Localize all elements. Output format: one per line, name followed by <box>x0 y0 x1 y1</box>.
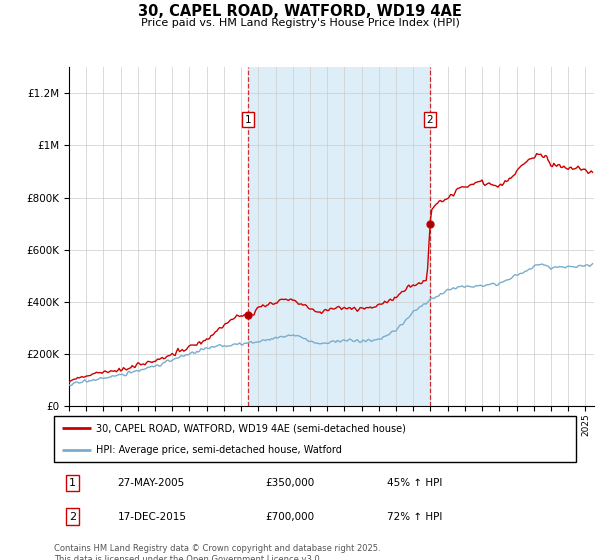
Text: 2: 2 <box>69 512 76 521</box>
FancyBboxPatch shape <box>54 416 576 462</box>
Text: 2: 2 <box>427 115 433 125</box>
Text: 27-MAY-2005: 27-MAY-2005 <box>118 478 185 488</box>
Text: Price paid vs. HM Land Registry's House Price Index (HPI): Price paid vs. HM Land Registry's House … <box>140 18 460 28</box>
Bar <box>248 67 430 406</box>
Text: 30, CAPEL ROAD, WATFORD, WD19 4AE: 30, CAPEL ROAD, WATFORD, WD19 4AE <box>138 4 462 20</box>
Text: 1: 1 <box>245 115 251 125</box>
Text: 45% ↑ HPI: 45% ↑ HPI <box>386 478 442 488</box>
Text: 30, CAPEL ROAD, WATFORD, WD19 4AE (semi-detached house): 30, CAPEL ROAD, WATFORD, WD19 4AE (semi-… <box>96 423 406 433</box>
Text: £700,000: £700,000 <box>265 512 314 521</box>
Text: Contains HM Land Registry data © Crown copyright and database right 2025.
This d: Contains HM Land Registry data © Crown c… <box>54 544 380 560</box>
Text: HPI: Average price, semi-detached house, Watford: HPI: Average price, semi-detached house,… <box>96 445 341 455</box>
Text: £350,000: £350,000 <box>265 478 314 488</box>
Text: 1: 1 <box>69 478 76 488</box>
Text: 17-DEC-2015: 17-DEC-2015 <box>118 512 187 521</box>
Text: 72% ↑ HPI: 72% ↑ HPI <box>386 512 442 521</box>
